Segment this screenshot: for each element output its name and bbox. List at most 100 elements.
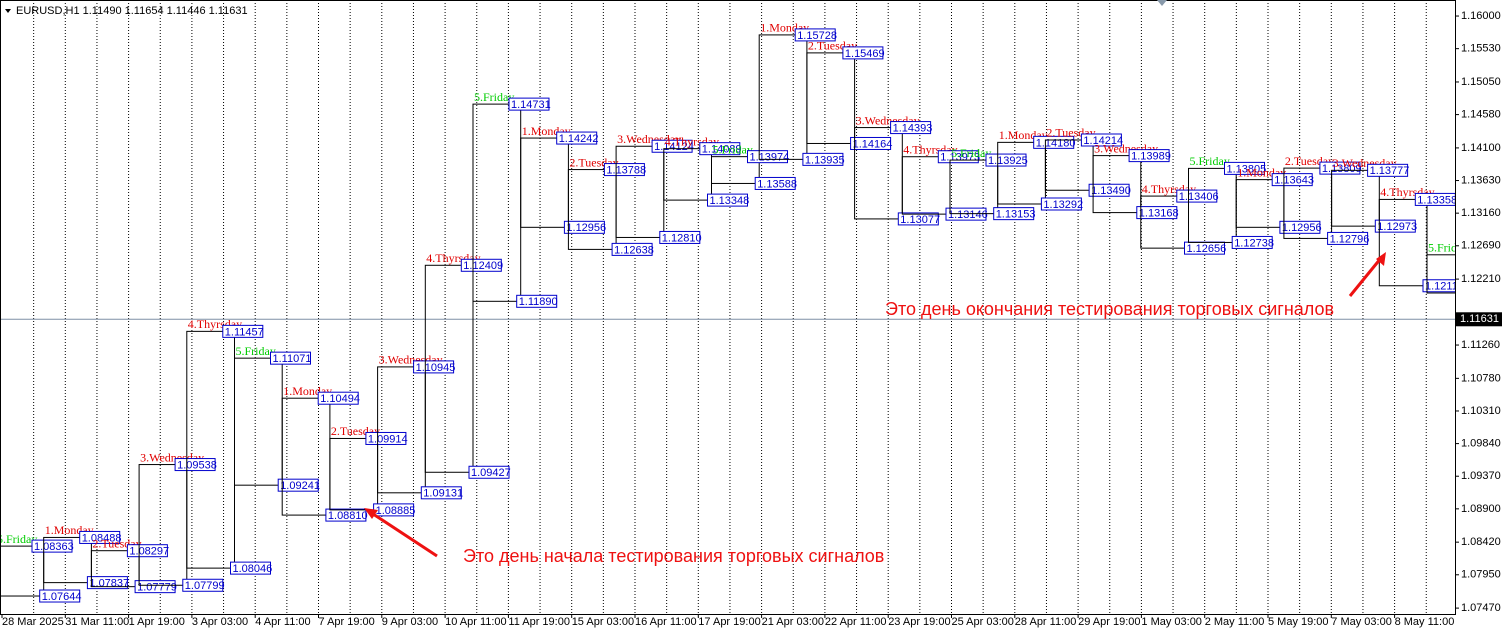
price-label: 1.12956 (1282, 222, 1322, 234)
y-tick-label: 1.08420 (1461, 536, 1501, 548)
price-box (1422, 279, 1455, 293)
shift-marker (1157, 0, 1167, 6)
y-tick-label: 1.12210 (1461, 273, 1501, 285)
day-range (424, 264, 474, 473)
y-tick-label: 1.08900 (1461, 503, 1501, 515)
price-box (985, 153, 1027, 167)
price-box (174, 458, 216, 472)
price-label: 1.13168 (1139, 208, 1179, 220)
price-label: 1.13643 (1274, 175, 1314, 187)
price-box (86, 576, 128, 590)
price-box (468, 465, 510, 479)
price-label: 1.13490 (1091, 185, 1131, 197)
x-tick-label: 1 May 03:00 (1141, 616, 1202, 628)
price-label: 1.11071 (273, 353, 312, 365)
x-tick-label: 29 Apr 19:00 (1078, 616, 1140, 628)
price-label: 1.10494 (320, 393, 360, 405)
y-tick-label: 1.10310 (1461, 405, 1501, 417)
day-range (1092, 155, 1142, 214)
price-label: 1.13358 (1417, 194, 1457, 206)
day-name: 5.Friday (1190, 154, 1230, 168)
day-name: 5.Friday (474, 90, 514, 104)
day-range (711, 156, 760, 184)
price-label: 1.12810 (662, 232, 702, 244)
price-label: 1.13146 (948, 209, 988, 221)
price-label: 1.13348 (710, 195, 750, 207)
price-box (659, 230, 701, 244)
price-label: 1.15469 (845, 48, 885, 60)
price-label: 1.13153 (996, 209, 1036, 221)
price-label: 1.07779 (137, 582, 177, 594)
x-tick-label: 1 Apr 19:00 (129, 616, 185, 628)
price-box (842, 46, 884, 60)
price-box (993, 207, 1035, 221)
price-label: 1.14214 (1083, 135, 1123, 147)
price-box (1136, 206, 1178, 220)
x-tick-label: 11 Apr 19:00 (508, 616, 570, 628)
x-tick-label: 17 Apr 19:00 (698, 616, 760, 628)
y-tick-label: 1.13630 (1461, 174, 1501, 186)
y-tick-label: 1.12690 (1461, 240, 1501, 252)
price-box (794, 28, 836, 42)
x-tick-label: 31 Mar 11:00 (65, 616, 129, 628)
current-price-label: 1.11631 (1460, 313, 1499, 325)
price-box (890, 121, 932, 135)
x-tick-label: 8 May 11:00 (1395, 616, 1455, 628)
day-name: 5.Friday (0, 532, 37, 546)
price-box (1319, 161, 1361, 175)
price-box (1374, 219, 1416, 233)
price-box (1231, 235, 1273, 249)
y-tick-label: 1.09370 (1461, 470, 1501, 482)
price-label: 1.13406 (1179, 191, 1219, 203)
x-tick-label: 2 May 11:00 (1205, 616, 1265, 628)
price-box (420, 486, 462, 500)
price-box (317, 391, 359, 405)
day-range (1378, 198, 1428, 287)
price-label: 1.13974 (750, 152, 790, 164)
price-box (134, 580, 176, 594)
price-box (754, 176, 796, 190)
price-box (516, 294, 558, 308)
price-box (1088, 183, 1130, 197)
annotation-arrow (369, 510, 438, 558)
price-label: 1.07644 (42, 591, 82, 603)
day-range (806, 52, 856, 144)
price-label: 1.07837 (89, 578, 129, 590)
price-label: 1.13588 (757, 178, 797, 190)
price-label: 1.12973 (1377, 221, 1417, 233)
x-tick-label: 4 Apr 11:00 (255, 616, 310, 628)
price-box (699, 142, 741, 156)
price-label: 1.14731 (511, 99, 551, 111)
price-label: 1.12796 (1330, 233, 1370, 245)
annotation-arrow-head (1376, 252, 1386, 266)
price-box (1327, 231, 1369, 245)
y-tick-label: 1.10780 (1461, 372, 1501, 384)
plot-border (0, 0, 1456, 615)
price-box (31, 539, 73, 553)
price-label: 1.14089 (702, 144, 742, 156)
price-box (707, 193, 748, 207)
x-tick-label: 15 Apr 03:00 (572, 616, 634, 628)
day-name: 5.Friday (713, 142, 753, 156)
price-box (1224, 161, 1265, 175)
annotation-arrow-head (364, 508, 378, 519)
price-box (325, 508, 367, 522)
price-box (222, 324, 264, 338)
price-box (556, 131, 598, 145)
day-range (1426, 254, 1455, 294)
menu-arrow[interactable] (5, 9, 11, 13)
price-label: 1.13805 (1227, 163, 1267, 175)
y-tick-label: 1.09840 (1461, 438, 1501, 450)
day-range (1331, 169, 1380, 227)
day-name: 5.Friday (236, 344, 276, 358)
price-box (277, 478, 319, 492)
price-box (1367, 163, 1409, 177)
price-label: 1.08810 (328, 510, 368, 522)
price-box (182, 578, 224, 592)
y-tick-label: 1.07470 (1461, 602, 1501, 614)
day-name: 5.Friday (1428, 241, 1468, 255)
annotation: Это день окончания тестирования торговых… (885, 299, 1334, 319)
price-box (1080, 133, 1122, 147)
price-label: 1.09131 (423, 488, 463, 500)
